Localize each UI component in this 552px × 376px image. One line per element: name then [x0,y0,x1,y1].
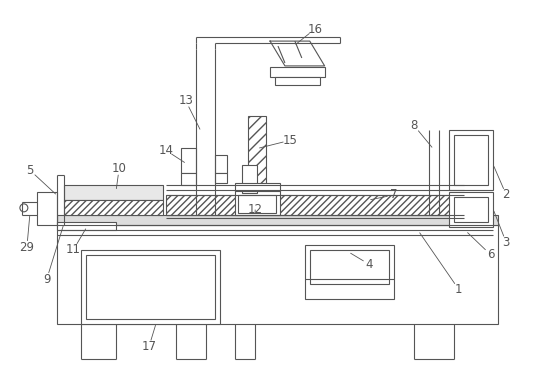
Bar [37,192,57,225]
Bar [454,197,489,222]
Bar [235,190,280,215]
Bar [82,250,220,324]
Text: 7: 7 [390,188,398,202]
Bar [270,67,325,77]
Text: 29: 29 [19,241,34,254]
Bar [87,255,215,319]
Text: 11: 11 [66,243,81,256]
Text: 12: 12 [248,203,263,216]
Bar [248,115,266,190]
Bar [305,244,394,299]
Text: 13: 13 [178,94,193,107]
Text: 9: 9 [43,273,50,286]
Text: 1: 1 [455,283,463,296]
Bar [181,173,195,185]
Bar [57,225,498,324]
Bar [275,77,320,85]
Text: 3: 3 [503,236,510,249]
Text: 15: 15 [283,134,298,147]
Bar [57,222,116,230]
Text: 16: 16 [307,23,322,36]
Text: 6: 6 [487,248,494,261]
Bar [57,215,498,225]
Bar [449,130,493,190]
Bar [63,185,163,200]
Text: 5: 5 [26,164,34,177]
Text: 2: 2 [502,188,510,202]
Bar [181,148,195,173]
Bar [235,183,280,191]
Text: 10: 10 [112,162,126,174]
Bar [63,200,163,215]
Bar [215,173,227,183]
Text: 8: 8 [410,119,418,132]
Text: 17: 17 [141,340,156,353]
Bar [454,135,489,185]
Text: 14: 14 [158,144,173,157]
Bar [238,195,276,213]
Bar [166,195,464,215]
Bar [242,165,257,193]
Text: 4: 4 [365,258,373,271]
Bar [215,155,227,173]
Bar [449,192,493,227]
Bar [310,250,389,284]
